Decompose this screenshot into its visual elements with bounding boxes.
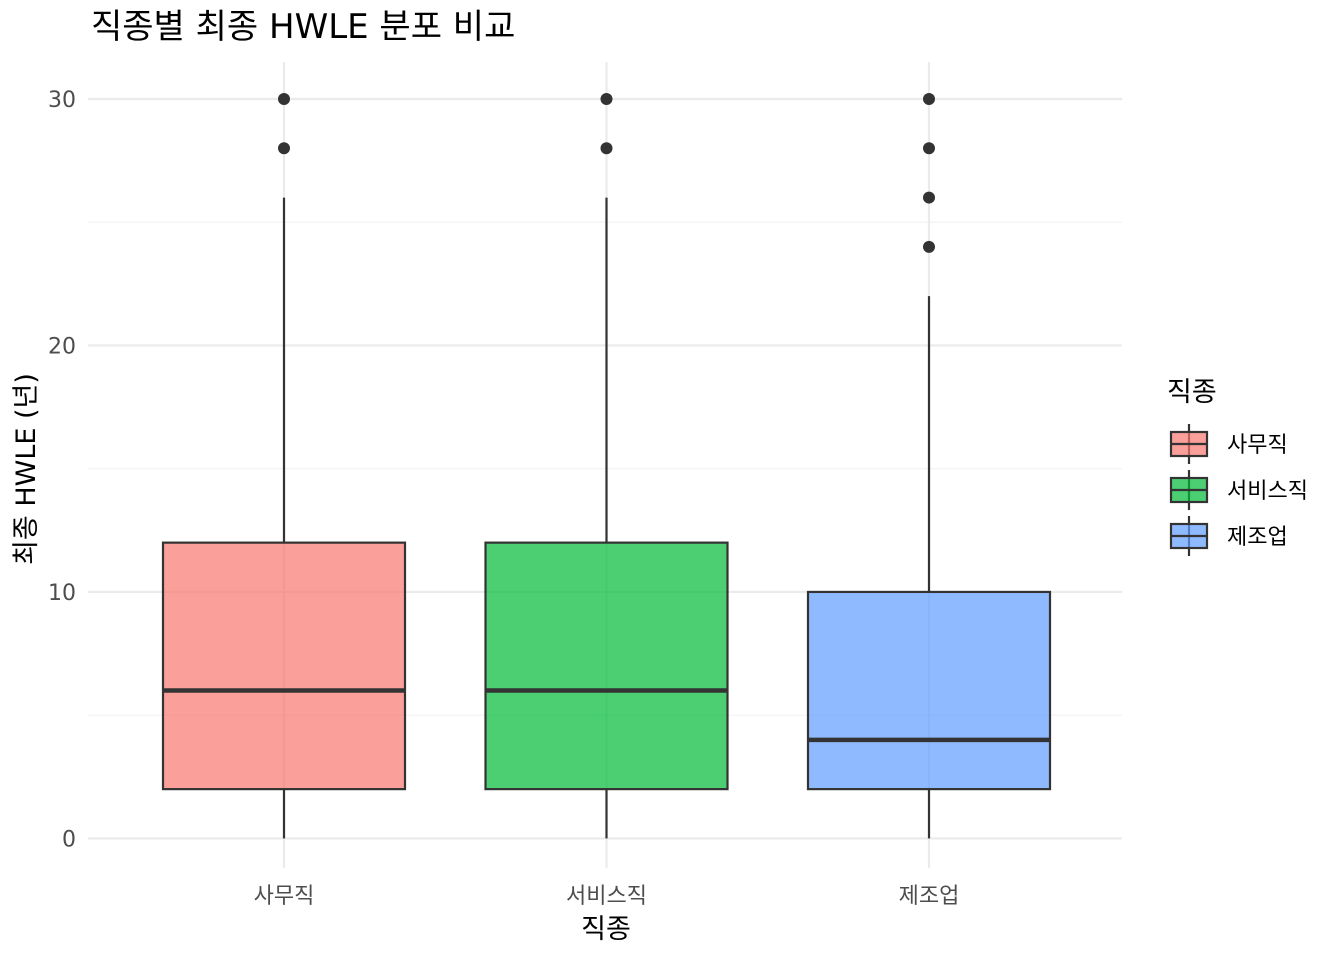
outlier-point <box>923 142 935 155</box>
box-body <box>484 541 729 791</box>
box-body <box>161 541 407 791</box>
x-axis-ticks: 사무직 서비스직 제조업 <box>254 884 960 909</box>
box-1 <box>161 92 407 839</box>
x-tick-label: 제조업 <box>899 884 960 909</box>
y-tick-label: 20 <box>48 334 76 359</box>
y-tick-label: 10 <box>48 581 76 606</box>
outlier-point <box>923 92 935 105</box>
legend-label: 서비스직 <box>1227 479 1308 504</box>
x-tick-label: 사무직 <box>254 884 315 909</box>
legend-label: 사무직 <box>1227 433 1288 458</box>
y-tick-label: 0 <box>62 827 76 852</box>
box-body <box>806 590 1052 791</box>
outlier-point <box>923 240 935 253</box>
legend-label: 제조업 <box>1227 525 1288 550</box>
box-2 <box>484 92 729 839</box>
boxes <box>161 92 1052 839</box>
legend-item-2: 서비스직 <box>1169 470 1308 510</box>
box-3 <box>806 92 1052 839</box>
x-tick-label: 서비스직 <box>566 884 647 909</box>
outlier-point <box>278 92 290 105</box>
outlier-point <box>600 92 613 105</box>
y-axis-ticks: 0 10 20 30 <box>48 88 76 852</box>
legend-title: 직종 <box>1167 377 1217 408</box>
outlier-point <box>278 142 290 155</box>
y-tick-label: 30 <box>48 88 76 113</box>
chart-title: 직종별 최종 HWLE 분포 비교 <box>91 7 515 47</box>
legend-item-3: 제조업 <box>1169 516 1288 556</box>
legend-item-1: 사무직 <box>1169 424 1288 464</box>
y-axis-title: 최종 HWLE (년) <box>11 373 42 565</box>
outlier-point <box>923 191 935 204</box>
outlier-point <box>600 142 613 155</box>
x-axis-title: 직종 <box>581 914 631 945</box>
